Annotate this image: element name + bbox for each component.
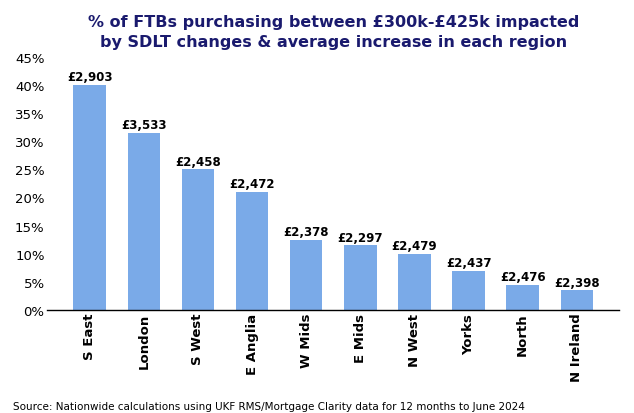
Bar: [74, 86, 106, 310]
Bar: [127, 133, 160, 310]
Bar: [182, 170, 214, 310]
Bar: [452, 271, 485, 310]
Bar: [290, 240, 322, 310]
Bar: [507, 285, 539, 310]
Bar: [560, 290, 593, 310]
Bar: [236, 192, 268, 310]
Text: £2,903: £2,903: [67, 71, 112, 84]
Text: Source: Nationwide calculations using UKF RMS/Mortgage Clarity data for 12 month: Source: Nationwide calculations using UK…: [13, 401, 524, 411]
Text: £2,437: £2,437: [446, 256, 491, 269]
Text: £2,297: £2,297: [337, 231, 383, 244]
Text: £2,458: £2,458: [175, 155, 221, 168]
Text: £2,378: £2,378: [283, 225, 329, 238]
Text: £2,479: £2,479: [392, 240, 437, 252]
Text: £2,472: £2,472: [230, 178, 275, 191]
Bar: [344, 246, 377, 310]
Bar: [398, 254, 430, 310]
Text: £2,476: £2,476: [500, 270, 545, 283]
Title: % of FTBs purchasing between £300k-£425k impacted
by SDLT changes & average incr: % of FTBs purchasing between £300k-£425k…: [87, 15, 579, 50]
Text: £3,533: £3,533: [121, 119, 167, 132]
Text: £2,398: £2,398: [554, 276, 600, 289]
